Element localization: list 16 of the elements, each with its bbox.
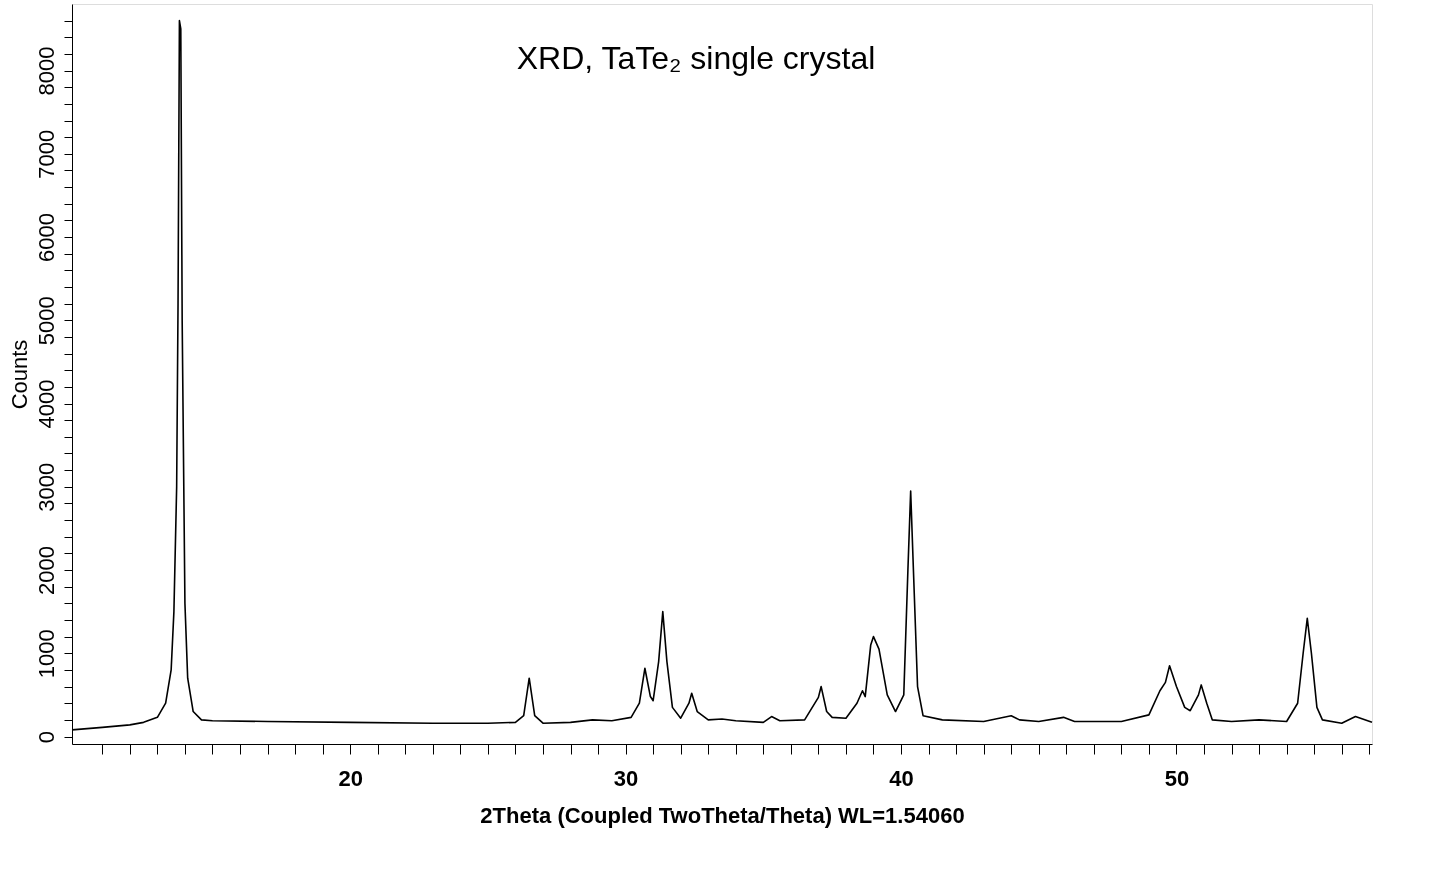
y-tick-label: 3000 (33, 462, 59, 512)
y-tick-label: 8000 (33, 46, 59, 96)
y-tick-label: 0 (33, 730, 59, 744)
x-tick-label: 40 (889, 765, 914, 791)
y-tick-label: 7000 (33, 129, 59, 179)
y-tick-label: 1000 (33, 629, 59, 679)
text: XRD, TaTe₂ single crystal (516, 40, 876, 76)
y-tick-label: 4000 (33, 379, 59, 429)
x-tick-label: 50 (1164, 765, 1190, 791)
y-tick-label: 5000 (33, 296, 59, 346)
y-tick-label: 2000 (33, 546, 59, 596)
x-axis-title: 2Theta (Coupled TwoTheta/Theta) WL=1.54060 (480, 802, 965, 828)
y-tick-label: 6000 (33, 213, 59, 263)
y-axis-title: Counts (6, 339, 32, 410)
x-tick-label: 20 (338, 765, 363, 791)
x-tick-label: 30 (613, 765, 639, 791)
